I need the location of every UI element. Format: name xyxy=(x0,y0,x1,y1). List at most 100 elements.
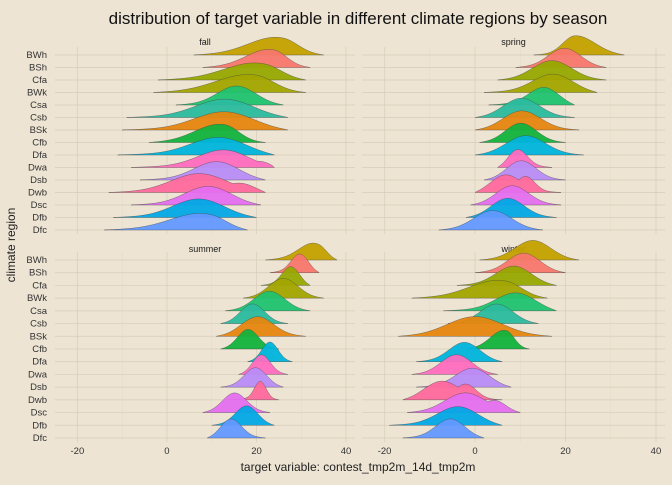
y-tick-label: Cfa xyxy=(32,280,48,291)
y-tick-label: Cfa xyxy=(32,75,48,86)
facet-label: fall xyxy=(199,37,211,47)
ridge-summer-BWh xyxy=(265,242,338,261)
ridge-winter-Cfa xyxy=(456,265,557,286)
y-tick-label: Cfb xyxy=(32,344,47,355)
ridge-fall-Cfb xyxy=(149,124,266,143)
y-tick-label: Csa xyxy=(30,100,48,111)
facet-panels: fallBWhBShCfaBWkCsaCsbBSkCfbDfaDwaDsbDwb… xyxy=(26,35,665,457)
ridge-spring-Cfa xyxy=(497,60,607,81)
x-tick-label: 0 xyxy=(164,446,169,457)
ridge-fall-Dsb xyxy=(140,161,266,181)
ridge-winter-BWh xyxy=(479,240,580,261)
ridge-spring-Cfb xyxy=(479,122,566,143)
y-tick-label: BSk xyxy=(30,125,48,136)
ridge-winter-BSh xyxy=(475,252,566,273)
panel-spring: spring xyxy=(362,35,665,234)
ridge-fall-BWh xyxy=(193,37,324,56)
ridge-fall-Dwb xyxy=(108,173,267,193)
y-tick-label: BSk xyxy=(30,331,48,342)
facet-label: summer xyxy=(189,244,222,254)
y-tick-label: Cfb xyxy=(32,138,47,149)
ridge-fall-Dfb xyxy=(113,198,257,218)
panel-winter: winter -20 0 20 40 xyxy=(362,240,665,457)
ridge-spring-Dfa xyxy=(475,135,584,156)
ridge-spring-Dwb xyxy=(474,174,562,193)
y-tick-label: Dsb xyxy=(30,382,47,393)
ridge-fall-BSh xyxy=(202,49,311,68)
y-tick-label: Dsb xyxy=(30,175,47,186)
y-tick-label: BSh xyxy=(29,268,47,279)
ridge-summer-Cfa xyxy=(260,266,311,286)
y-tick-label: Dwa xyxy=(28,163,48,174)
ridge-spring-Csa xyxy=(488,87,576,106)
y-tick-label: BWh xyxy=(26,50,47,61)
ridge-winter-Cfb xyxy=(465,330,530,350)
y-tick-label: Dfc xyxy=(33,433,48,444)
ridge-summer-Dfc xyxy=(206,418,266,439)
x-tick-label: -20 xyxy=(378,446,392,457)
x-tick-label: -20 xyxy=(71,446,85,457)
ridge-fall-Dfc xyxy=(104,213,248,231)
ridge-spring-BSh xyxy=(515,48,607,68)
ridge-fall-BSk xyxy=(122,111,288,131)
ridge-spring-BWk xyxy=(484,73,598,93)
ridge-winter-Dwb xyxy=(402,380,503,401)
chart-title: distribution of target variable in diffe… xyxy=(109,9,608,28)
x-tick-label: 40 xyxy=(651,446,662,457)
ridge-winter-Dsc xyxy=(407,392,521,413)
y-tick-label: Dfb xyxy=(32,420,47,431)
ridge-summer-Dsb xyxy=(220,367,284,388)
y-tick-label: Dwb xyxy=(28,395,47,406)
y-tick-label: BWh xyxy=(26,255,47,266)
y-tick-label: Dsc xyxy=(31,200,48,211)
y-tick-label: Dfa xyxy=(32,357,48,368)
y-tick-label: Dwb xyxy=(28,188,47,199)
y-tick-label: Dfa xyxy=(32,150,48,161)
y-tick-label: Dfc xyxy=(33,225,48,236)
y-axis-label: climate region xyxy=(4,208,18,283)
y-tick-label: Csb xyxy=(30,319,47,330)
y-tick-label: BSh xyxy=(29,63,47,74)
ridge-fall-BWk xyxy=(153,74,306,93)
x-tick-label: 20 xyxy=(251,446,262,457)
ridge-fall-Dsc xyxy=(131,186,262,206)
x-tick-label: 40 xyxy=(341,446,352,457)
ridge-winter-BSk xyxy=(398,316,552,337)
y-tick-label: Csb xyxy=(30,113,47,124)
y-tick-label: BWk xyxy=(27,293,47,304)
y-tick-label: BWk xyxy=(27,88,47,99)
ridge-winter-Dfa xyxy=(416,342,503,362)
ridge-summer-BSh xyxy=(269,253,320,273)
ridge-summer-Csa xyxy=(225,291,311,312)
ridge-winter-Dfc xyxy=(402,418,485,439)
facet-label: winter xyxy=(500,244,525,254)
ridge-fall-Csb xyxy=(126,98,288,118)
ridge-spring-Dfc xyxy=(438,210,543,231)
ridge-spring-Csb xyxy=(475,98,575,118)
ridge-summer-Dsc xyxy=(202,392,270,413)
ridge-fall-Csa xyxy=(175,85,284,106)
ridge-summer-BWk xyxy=(243,278,324,299)
ridge-spring-BSk xyxy=(475,110,580,131)
ridge-winter-Csa xyxy=(443,292,557,312)
ridge-summer-BSk xyxy=(216,316,306,337)
ridge-fall-Cfa xyxy=(157,62,306,81)
facet-label: spring xyxy=(501,37,526,47)
y-tick-label: Dsc xyxy=(31,408,48,419)
ridge-fall-Dfa xyxy=(117,137,275,156)
ridge-spring-Dsc xyxy=(470,185,562,206)
ridge-winter-Dfb xyxy=(389,406,503,426)
y-tick-label: Dwa xyxy=(28,369,48,380)
y-tick-label: Dfb xyxy=(32,213,47,224)
x-tick-label: 0 xyxy=(472,446,477,457)
ridge-summer-Csb xyxy=(220,303,288,324)
y-tick-label: Csa xyxy=(30,306,48,317)
ridge-fall-Dwa xyxy=(131,149,275,168)
ridge-spring-BWh xyxy=(533,35,625,56)
ridge-spring-Dwa xyxy=(497,149,552,168)
x-tick-label: 20 xyxy=(560,446,571,457)
